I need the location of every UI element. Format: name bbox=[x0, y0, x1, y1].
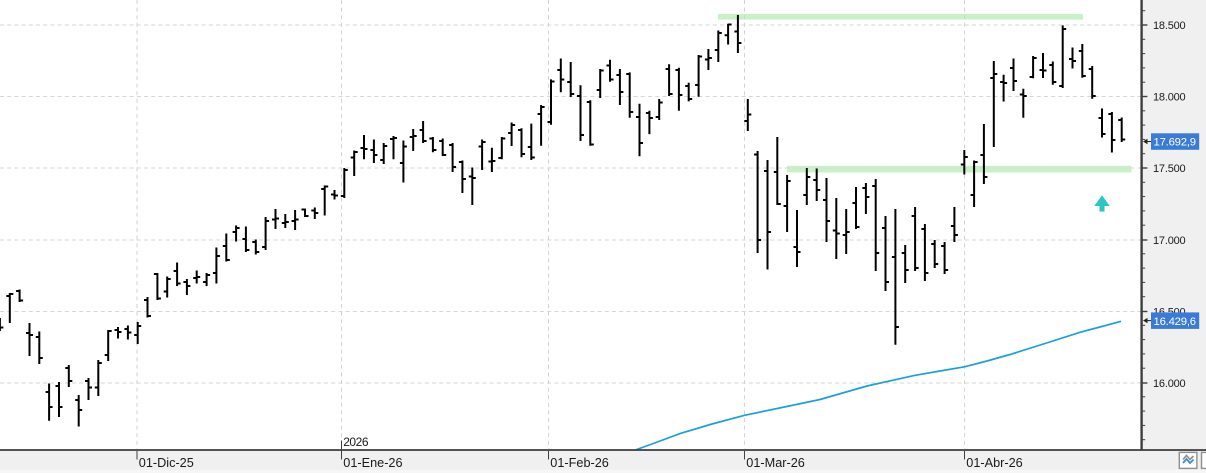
svg-text:01-Dic-25: 01-Dic-25 bbox=[139, 456, 194, 470]
svg-text:16.429,6: 16.429,6 bbox=[1154, 316, 1196, 328]
svg-text:18.500: 18.500 bbox=[1153, 20, 1186, 32]
svg-text:17.500: 17.500 bbox=[1153, 163, 1186, 175]
svg-text:01-Mar-26: 01-Mar-26 bbox=[746, 456, 805, 470]
svg-text:2026: 2026 bbox=[343, 435, 369, 449]
svg-text:01-Feb-26: 01-Feb-26 bbox=[550, 456, 609, 470]
svg-text:16.000: 16.000 bbox=[1153, 378, 1186, 390]
svg-text:17.692,9: 17.692,9 bbox=[1154, 137, 1196, 149]
svg-text:01-Ene-26: 01-Ene-26 bbox=[343, 456, 402, 470]
svg-text:01-Abr-26: 01-Abr-26 bbox=[966, 456, 1022, 470]
svg-text:17.000: 17.000 bbox=[1153, 235, 1186, 247]
svg-text:18.000: 18.000 bbox=[1153, 91, 1186, 103]
